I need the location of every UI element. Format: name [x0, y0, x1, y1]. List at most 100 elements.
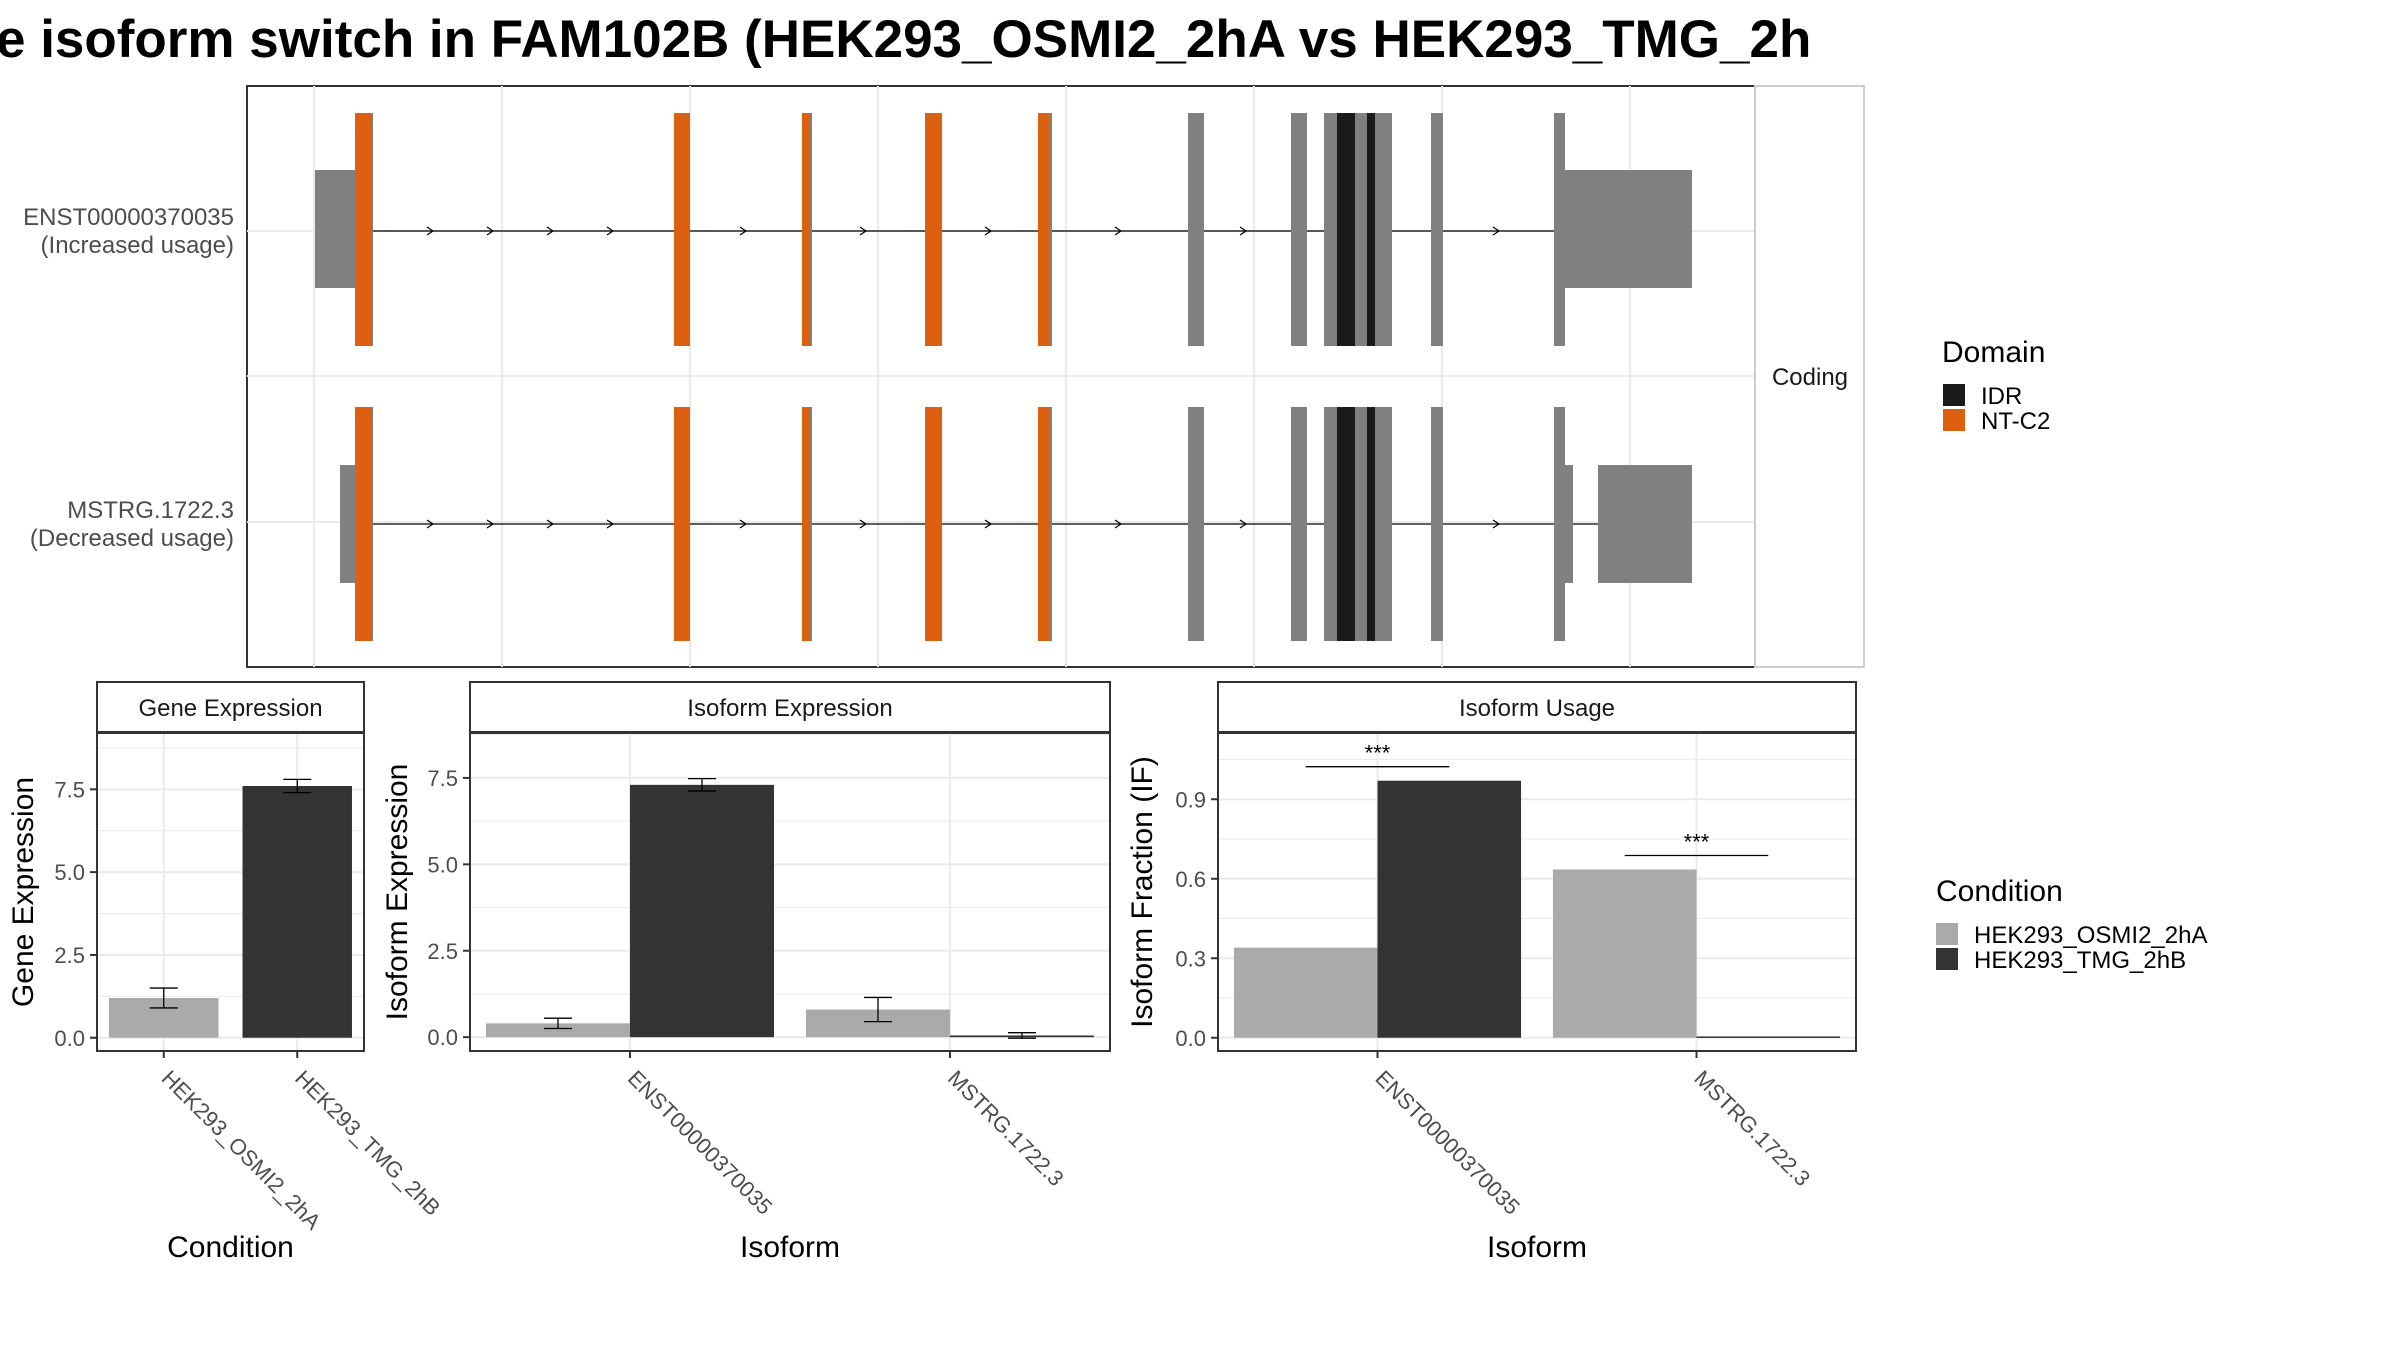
- legend-key-osmi: [1936, 923, 1958, 945]
- significance-label: ***: [1684, 829, 1710, 854]
- exon: [1554, 407, 1565, 641]
- panel-title: Gene Expression: [138, 695, 322, 722]
- y-tick-label: 2.5: [54, 943, 85, 968]
- panel-strip: [1217, 681, 1857, 733]
- isoform-track-ENST00000370035: [315, 113, 1692, 346]
- y-tick-label: 7.5: [427, 766, 458, 791]
- bar-HEK293_TMG_2hB-ENST00000370035: [1377, 780, 1522, 1038]
- exon: [1291, 113, 1307, 346]
- exon: [1431, 113, 1443, 346]
- legend-label-tmg: HEK293_TMG_2hB: [1974, 947, 2186, 974]
- x-tick-label: HEK293_TMG_2hB: [290, 1065, 445, 1220]
- exon: [1431, 407, 1443, 641]
- utr-exon: [1565, 465, 1573, 583]
- domain-segment: [1367, 407, 1375, 641]
- x-tick-label: MSTRG.1722.3: [943, 1065, 1069, 1191]
- x-tick-label: MSTRG.1722.3: [1689, 1065, 1815, 1191]
- exon: [1291, 407, 1307, 641]
- isoform-track-MSTRG.1722.3: [340, 407, 1692, 641]
- domain-segment: [802, 113, 810, 346]
- domain-segment: [802, 407, 810, 641]
- utr-exon: [1565, 170, 1692, 288]
- domain-IDR: [1337, 113, 1375, 346]
- plot-border: [96, 732, 365, 1052]
- bar-HEK293_OSMI2_2hA-ENST00000370035: [1233, 947, 1378, 1038]
- expression-panels: Gene Expression0.02.55.07.5HEK293_OSMI2_…: [7, 681, 1857, 1264]
- y-tick-label: 5.0: [54, 860, 85, 885]
- domain-segment: [1337, 407, 1355, 641]
- isoform-label-note: (Increased usage): [41, 232, 234, 259]
- panel-title: Isoform Expression: [687, 695, 892, 722]
- exon: [1554, 113, 1565, 346]
- y-axis-label: Isoform Fraction (IF): [1126, 756, 1159, 1028]
- domain-NT-C2: [355, 113, 1049, 346]
- bar-HEK293_TMG_2hB-ENST00000370035: [630, 784, 774, 1038]
- condition-legend-title: Condition: [1936, 875, 2063, 908]
- legend-key-tmg: [1936, 948, 1958, 970]
- panel-strip: [96, 681, 365, 733]
- domain-segment: [1038, 407, 1049, 641]
- domain-legend-title: Domain: [1942, 336, 2045, 369]
- plot-area: [470, 733, 1110, 1051]
- significance-label: ***: [1365, 741, 1391, 766]
- exon: [1324, 113, 1392, 346]
- domain-segment: [674, 407, 690, 641]
- legend-key-NT-C2: [1943, 409, 1965, 431]
- bar-HEK293_TMG_2hB-MSTRG.1722.3: [1696, 1036, 1841, 1038]
- y-tick-label: 0.0: [54, 1026, 85, 1051]
- domain-segment: [355, 407, 372, 641]
- isoform-label-note: (Decreased usage): [30, 525, 234, 552]
- plot-border: [469, 732, 1111, 1052]
- intron-arrows: [426, 519, 1501, 529]
- bar-panel-2: Isoform Expression 0.0 2.5 5.0 7.5 ENST000003…: [381, 681, 1111, 1264]
- y-tick-label: 0.9: [1175, 787, 1206, 812]
- domain-segment: [925, 113, 942, 346]
- legend-label-NT-C2: NT-C2: [1981, 408, 2050, 435]
- bar-HEK293_OSMI2_2hA-MSTRG.1722.3: [1552, 869, 1697, 1038]
- x-axis-label: Isoform: [740, 1231, 840, 1264]
- structure-panel: ENST00000370035 (Increased usage) MSTRG.…: [23, 85, 1865, 668]
- coding-strip-label: Coding: [1772, 364, 1848, 391]
- exon: [1188, 113, 1204, 346]
- exon: [1188, 407, 1204, 641]
- domain-segment: [355, 113, 372, 346]
- isoform-label-id: MSTRG.1722.3: [67, 497, 234, 524]
- x-tick-label: ENST00000370035: [623, 1065, 777, 1219]
- bar-HEK293_TMG_2hB: [242, 786, 352, 1038]
- utr-exon: [340, 465, 355, 583]
- intron-arrows: [426, 226, 1501, 236]
- y-tick-label: 5.0: [427, 852, 458, 877]
- domain-IDR: [1337, 407, 1375, 641]
- x-axis-label: Condition: [167, 1231, 294, 1264]
- coding-strip: [1754, 85, 1865, 668]
- legend-label-osmi: HEK293_OSMI2_2hA: [1974, 922, 2207, 949]
- bar-HEK293_OSMI2_2hA-ENST00000370035: [486, 1023, 630, 1038]
- utr-exon: [1598, 465, 1692, 583]
- utr-exon: [315, 170, 355, 288]
- x-axis-label: Isoform: [1487, 1231, 1587, 1264]
- panel-title: Isoform Usage: [1459, 695, 1615, 722]
- y-axis-label: Isoform Expression: [381, 764, 414, 1021]
- bar-panel-1: Gene Expression0.02.55.07.5HEK293_OSMI2_…: [7, 681, 445, 1264]
- figure-title: e isoform switch in FAM102B (HEK293_OSMI…: [0, 10, 1811, 69]
- domain-NT-C2: [355, 407, 1049, 641]
- x-tick-label: ENST00000370035: [1370, 1065, 1524, 1219]
- domain-segment: [925, 407, 942, 641]
- domain-legend: Domain IDR NT-C2: [1942, 336, 2050, 435]
- legend-label-IDR: IDR: [1981, 383, 2022, 410]
- domain-segment: [1038, 113, 1049, 346]
- isoform-label-id: ENST00000370035: [23, 204, 234, 231]
- legend-key-IDR: [1943, 384, 1965, 406]
- bar-panel-3: Isoform Usage *** *** 0.0 0.3 0.6 0.9 ENST00000…: [1126, 681, 1857, 1264]
- y-axis-label: Gene Expression: [7, 777, 40, 1007]
- y-tick-label: 0.0: [1175, 1026, 1206, 1051]
- exon: [1324, 407, 1392, 641]
- y-tick-label: 0.3: [1175, 946, 1206, 971]
- y-tick-label: 0.6: [1175, 867, 1206, 892]
- domain-segment: [1337, 113, 1355, 346]
- condition-legend: Condition HEK293_OSMI2_2hA HEK293_TMG_2h…: [1936, 875, 2207, 974]
- domain-segment: [674, 113, 690, 346]
- y-tick-label: 0.0: [427, 1025, 458, 1050]
- plot-border: [1217, 732, 1857, 1052]
